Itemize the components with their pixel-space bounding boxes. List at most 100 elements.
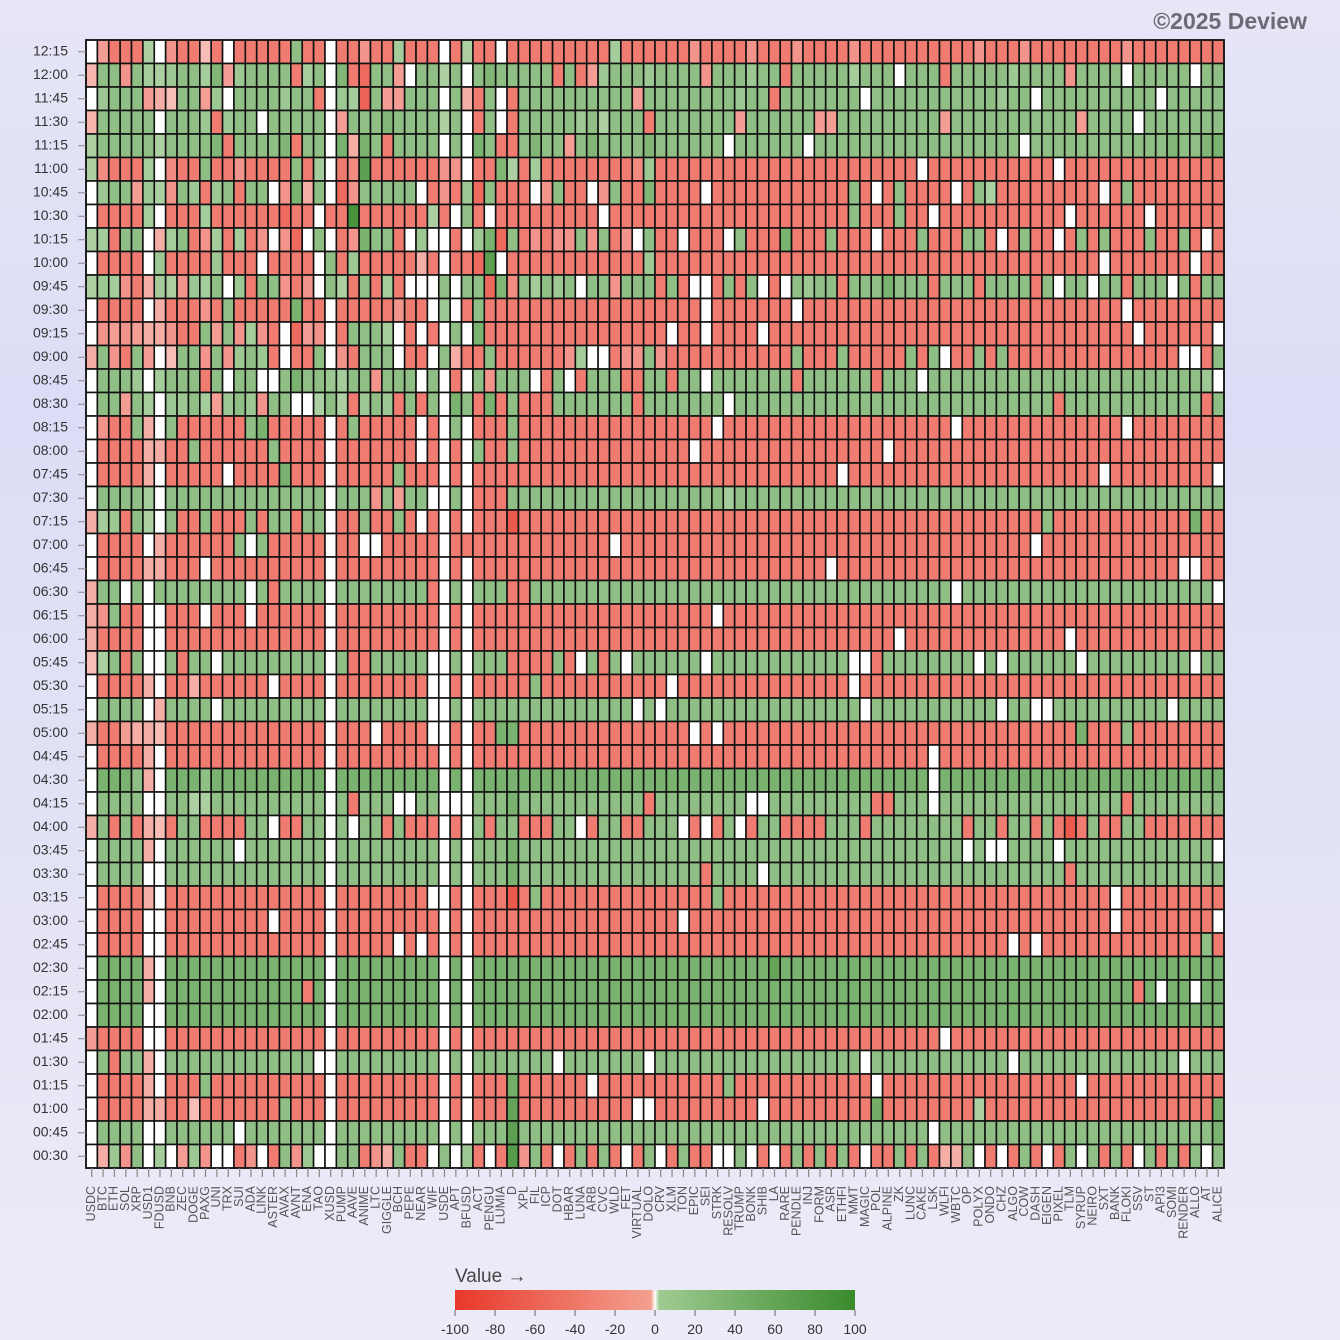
heatmap-cell	[574, 1096, 588, 1122]
heatmap-cell	[608, 932, 622, 958]
heatmap-cell	[938, 1120, 952, 1146]
y-tick-label: 08:45	[33, 371, 68, 387]
heatmap-cell	[631, 720, 645, 746]
heatmap-cell	[107, 109, 121, 135]
heatmap-cell	[551, 109, 565, 135]
heatmap-cell	[847, 391, 861, 417]
heatmap-cell	[1120, 391, 1134, 417]
heatmap-cell	[335, 109, 349, 135]
heatmap-cell	[847, 791, 861, 817]
heatmap-cell	[620, 227, 634, 253]
heatmap-cell	[472, 297, 486, 323]
heatmap-cell	[1189, 39, 1203, 65]
heatmap-cell	[995, 979, 1009, 1005]
heatmap-cell	[859, 1002, 873, 1028]
heatmap-cell	[529, 603, 543, 629]
heatmap-cell	[847, 109, 861, 135]
heatmap-cell	[608, 838, 622, 864]
heatmap-cell	[631, 1073, 645, 1099]
heatmap-cell	[574, 1120, 588, 1146]
heatmap-cell	[836, 133, 850, 159]
heatmap-cell	[1120, 415, 1134, 441]
heatmap-cell	[392, 744, 406, 770]
heatmap-cell	[1052, 1049, 1066, 1075]
heatmap-cell	[870, 697, 884, 723]
heatmap-cell	[1086, 180, 1100, 206]
heatmap-cell	[699, 744, 713, 770]
heatmap-cell	[483, 1143, 497, 1169]
heatmap-cell	[563, 556, 577, 582]
heatmap-cell	[1063, 227, 1077, 253]
heatmap-cell	[392, 438, 406, 464]
heatmap-cell	[620, 1143, 634, 1169]
heatmap-cell	[1029, 391, 1043, 417]
heatmap-cell	[654, 532, 668, 558]
heatmap-cell	[1041, 344, 1055, 370]
heatmap-cell	[153, 885, 167, 911]
heatmap-cell	[984, 86, 998, 112]
heatmap-cell	[1143, 321, 1157, 347]
heatmap-cell	[722, 438, 736, 464]
heatmap-cell	[199, 626, 212, 652]
heatmap-cell	[722, 932, 736, 958]
heatmap-cell	[608, 180, 622, 206]
heatmap-cell	[540, 767, 554, 793]
heatmap-cell	[1154, 885, 1168, 911]
heatmap-cell	[1075, 1026, 1089, 1052]
heatmap-cell	[813, 955, 827, 981]
heatmap-cell	[756, 462, 770, 488]
heatmap-cell	[142, 180, 156, 206]
heatmap-cell	[915, 791, 929, 817]
heatmap-cell	[142, 603, 156, 629]
heatmap-cell	[813, 391, 827, 417]
heatmap-cell	[961, 39, 975, 65]
heatmap-cell	[1211, 86, 1225, 112]
heatmap-cell	[130, 1049, 144, 1075]
heatmap-cell	[767, 462, 781, 488]
heatmap-cell	[1098, 791, 1111, 817]
heatmap-cell	[915, 133, 929, 159]
heatmap-cell	[1143, 156, 1157, 182]
heatmap-cell	[176, 1120, 190, 1146]
heatmap-cell	[312, 885, 326, 911]
heatmap-cell	[1086, 885, 1100, 911]
heatmap-cell	[346, 344, 360, 370]
heatmap-cell	[767, 62, 781, 88]
heatmap-cell	[654, 39, 668, 65]
heatmap-cell	[779, 1143, 793, 1169]
heatmap-cell	[142, 955, 156, 981]
heatmap-cell	[1211, 227, 1225, 253]
heatmap-cell	[335, 438, 349, 464]
heatmap-cell	[574, 673, 588, 699]
heatmap-cell	[187, 814, 201, 840]
heatmap-cell	[1120, 1073, 1134, 1099]
heatmap-cell	[551, 955, 565, 981]
heatmap-cell	[1154, 250, 1168, 276]
heatmap-cell	[119, 603, 133, 629]
heatmap-cell	[437, 603, 451, 629]
heatmap-cell	[915, 861, 929, 887]
heatmap-cell	[1189, 697, 1203, 723]
heatmap-cell	[278, 791, 292, 817]
heatmap-cell	[1109, 744, 1123, 770]
heatmap-cell	[324, 908, 338, 934]
heatmap-cell	[1132, 203, 1146, 229]
heatmap-cell	[472, 203, 486, 229]
heatmap-cell	[255, 979, 269, 1005]
heatmap-cell	[1018, 274, 1032, 300]
heatmap-cell	[790, 227, 804, 253]
heatmap-cell	[301, 509, 315, 535]
heatmap-cell	[756, 180, 770, 206]
heatmap-cell	[437, 838, 451, 864]
heatmap-cell	[711, 603, 725, 629]
heatmap-cell	[506, 955, 520, 981]
heatmap-cell	[927, 650, 941, 676]
heatmap-cell	[506, 838, 520, 864]
heatmap-cell	[870, 156, 884, 182]
heatmap-cell	[176, 603, 190, 629]
heatmap-cell	[631, 697, 645, 723]
heatmap-cell	[642, 203, 656, 229]
heatmap-cell	[893, 1096, 907, 1122]
heatmap-cell	[369, 62, 383, 88]
heatmap-cell	[517, 861, 531, 887]
